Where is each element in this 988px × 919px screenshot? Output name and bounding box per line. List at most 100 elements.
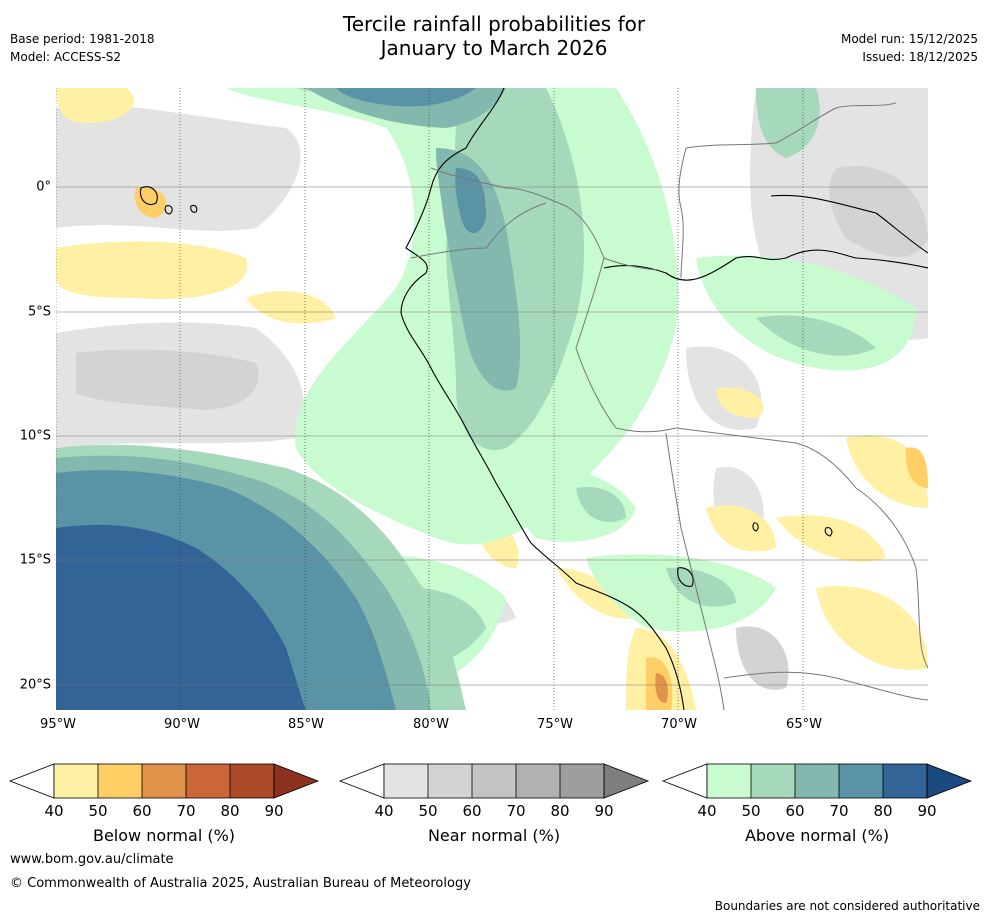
above-tick-80: 80 — [873, 802, 893, 820]
near-tick-40: 40 — [374, 802, 394, 820]
galapagos-island-1 — [139, 186, 158, 206]
probability-map — [56, 88, 928, 710]
lon-label-65w: 65°W — [786, 717, 822, 732]
graticule-lat — [56, 186, 928, 686]
above-tick-60: 60 — [785, 802, 805, 820]
below-normal-region-2 — [56, 241, 248, 299]
lake-small-2 — [824, 527, 833, 537]
above-under-triangle — [661, 763, 708, 799]
above-over-triangle — [926, 763, 973, 799]
border-bolivia-argentina — [723, 671, 928, 701]
below-seg-0 — [54, 764, 98, 798]
above-seg-2 — [795, 764, 839, 798]
colorbar-near — [338, 763, 650, 799]
border-venezuela-colombia — [678, 147, 687, 279]
near-tick-90: 90 — [594, 802, 614, 820]
above-seg-4 — [883, 764, 927, 798]
border-bolivia-paraguay — [855, 487, 928, 669]
near-over-triangle — [603, 763, 650, 799]
above-seg-3 — [839, 764, 883, 798]
below-tick-60: 60 — [132, 802, 152, 820]
above-normal-andes-core — [455, 168, 486, 233]
border-peru-brazil — [575, 257, 677, 433]
map-svg — [56, 88, 928, 710]
above-normal-central-inner — [576, 487, 626, 523]
border-venezuela — [685, 102, 897, 149]
below-normal-region-1 — [56, 88, 134, 123]
model-run: Model run: 15/12/2025 — [840, 32, 978, 46]
near-seg-1 — [428, 764, 472, 798]
below-normal-region-10 — [716, 387, 764, 418]
amazon-river — [603, 249, 928, 281]
galapagos-island-2 — [164, 205, 173, 215]
border-colombia-brazil — [565, 205, 657, 271]
coastline — [139, 88, 928, 710]
border-ecuador-peru — [410, 202, 547, 259]
below-under-triangle — [8, 763, 55, 799]
base-period: Base period: 1981-2018 — [10, 32, 155, 46]
near-tick-70: 70 — [506, 802, 526, 820]
copyright-text: © Commonwealth of Australia 2025, Austra… — [10, 876, 471, 891]
disclaimer-text: Boundaries are not considered authoritat… — [714, 899, 980, 913]
above-seg-0 — [707, 764, 751, 798]
lon-label-90w: 90°W — [164, 717, 200, 732]
lat-label-10s: 10°S — [19, 428, 51, 444]
below-seg-4 — [230, 764, 274, 798]
below-seg-3 — [186, 764, 230, 798]
below-tick-90: 90 — [264, 802, 284, 820]
near-normal-region-dark — [76, 349, 259, 410]
title-line-2: January to March 2026 — [380, 36, 608, 60]
above-normal-pacific-core-2 — [76, 587, 186, 710]
lat-label-15s: 15°S — [19, 552, 51, 568]
colorbar-below — [8, 763, 320, 799]
below-tick-40: 40 — [44, 802, 64, 820]
below-normal-region-16 — [134, 187, 167, 218]
amazon-river-north — [770, 194, 928, 254]
border-peru-bolivia — [665, 432, 712, 649]
above-normal-east-upper — [756, 88, 820, 158]
lon-label-95w: 95°W — [40, 717, 76, 732]
above-seg-1 — [751, 764, 795, 798]
near-seg-0 — [384, 764, 428, 798]
near-under-triangle — [338, 763, 385, 799]
lake-small-1 — [752, 522, 759, 532]
border-brazil-bolivia — [675, 427, 857, 489]
below-tick-80: 80 — [220, 802, 240, 820]
above-normal-south-inner — [666, 567, 736, 607]
below-normal-region-11 — [706, 505, 776, 552]
lon-label-85w: 85°W — [288, 717, 324, 732]
below-seg-1 — [98, 764, 142, 798]
above-tick-50: 50 — [741, 802, 761, 820]
below-normal-label: Below normal (%) — [92, 826, 236, 845]
lon-label-75w: 75°W — [537, 717, 573, 732]
below-tick-70: 70 — [176, 802, 196, 820]
country-borders — [410, 102, 928, 710]
near-normal-label: Near normal (%) — [427, 826, 561, 845]
meta-left: Base period: 1981-2018 Model: ACCESS-S2 — [10, 30, 155, 66]
near-seg-3 — [516, 764, 560, 798]
below-over-triangle — [273, 763, 320, 799]
below-normal-region-6 — [556, 568, 636, 619]
near-normal-region-s — [736, 626, 789, 690]
above-normal-label: Above normal (%) — [744, 826, 890, 845]
model-name: Model: ACCESS-S2 — [10, 50, 122, 64]
below-normal-region-15 — [905, 447, 928, 488]
issued-date: Issued: 18/12/2025 — [862, 50, 978, 64]
above-tick-70: 70 — [829, 802, 849, 820]
lat-label-5s: 5°S — [27, 304, 51, 320]
near-seg-4 — [560, 764, 604, 798]
border-bolivia-chile — [710, 647, 725, 710]
above-normal-andes-inner — [436, 148, 521, 391]
near-normal-region-nw — [56, 105, 301, 231]
website-link[interactable]: www.bom.gov.au/climate — [10, 852, 174, 867]
title-line-1: Tercile rainfall probabilities for — [342, 12, 646, 36]
colorbar-above — [661, 763, 973, 799]
lake-titicaca — [677, 567, 694, 587]
lat-label-0: 0° — [36, 179, 51, 195]
below-tick-50: 50 — [88, 802, 108, 820]
near-seg-2 — [472, 764, 516, 798]
near-tick-50: 50 — [418, 802, 438, 820]
above-normal-areas — [56, 88, 916, 710]
below-normal-region-3 — [246, 290, 336, 324]
above-tick-40: 40 — [697, 802, 717, 820]
